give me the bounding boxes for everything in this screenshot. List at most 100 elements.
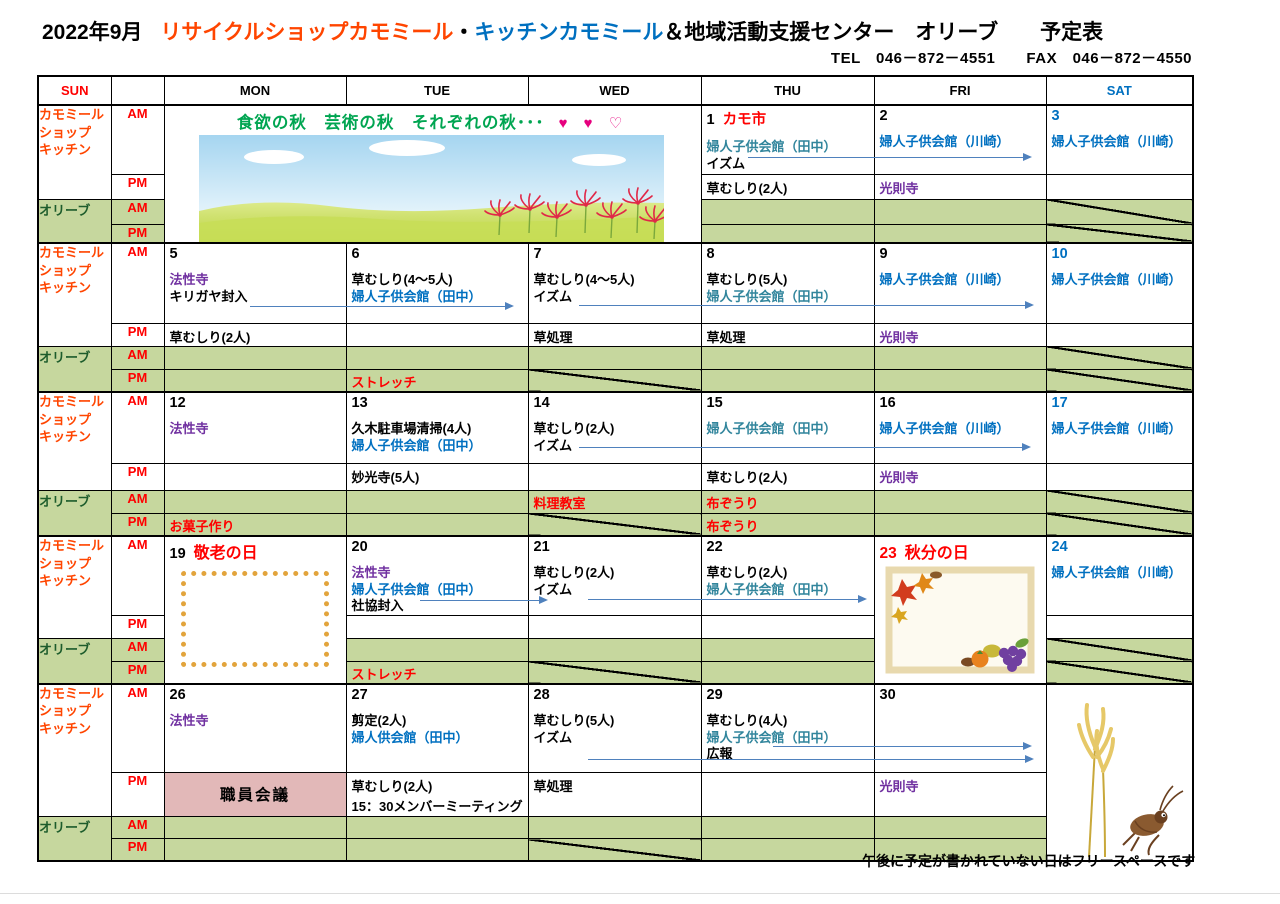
cell-w1-thu-pm: 草むしり(2人) xyxy=(700,173,875,200)
schedule-table: SUN MON TUE WED THU FRI SAT カモミール ショップ キ… xyxy=(37,75,1194,862)
day-number: 22 xyxy=(706,539,723,555)
event-line: 婦人子供会館（田中） xyxy=(351,437,482,453)
day-number: 6 xyxy=(351,246,360,262)
cell-w3-tue-am: 13 久木駐車場清掃(4人) 婦人子供会館（田中） xyxy=(345,391,529,464)
cell-w1-fri-oam xyxy=(873,198,1047,225)
cell-w4-fri-holiday: 23 秋分の日 xyxy=(873,535,1047,685)
cell-w5-mon-am: 26 法性寺 xyxy=(163,682,347,774)
contact-info: TEL 046－872－4551 FAX 046－872－4550 xyxy=(830,50,1192,67)
cell-w5-wed-oam xyxy=(527,816,702,840)
event-line: 婦人子供会館（田中） xyxy=(706,421,837,436)
cell-w4-wed-oam xyxy=(527,637,702,662)
day-holiday-tag: 秋分の日 xyxy=(904,545,969,562)
week4-olive-pm-row: PM ストレッチ xyxy=(38,660,1194,685)
cell-w4-mon-holiday: 19 敬老の日 xyxy=(163,535,347,685)
footer-note: 午後に予定が書かれていない日はフリースペースです xyxy=(862,853,1196,869)
event-line: 婦人子供会館（田中） xyxy=(351,581,482,597)
cricket xyxy=(1121,785,1183,856)
col-header-wed: WED xyxy=(527,75,702,106)
group-label-olive: オリーブ xyxy=(37,816,112,862)
group-label-line: キッチン xyxy=(39,573,92,589)
event-line: 社協封入 xyxy=(351,598,404,614)
cell-w5-wed-opm xyxy=(527,838,702,862)
cell-w5-thu-opm xyxy=(700,838,875,862)
day-holiday-tag: カモ市 xyxy=(722,112,767,128)
title-sep: ・ xyxy=(453,21,475,44)
continuation-arrow xyxy=(579,442,1031,451)
col-header-tue: TUE xyxy=(345,75,529,106)
event-line: 婦人子供会館（川崎） xyxy=(1051,565,1182,580)
day-number: 3 xyxy=(1051,108,1060,124)
event-line: 草むしり(2人) xyxy=(169,329,251,345)
day-number: 19 敬老の日 xyxy=(165,538,345,563)
day-number: 21 xyxy=(533,539,550,555)
continuation-arrow xyxy=(748,152,1032,161)
cell-w2-wed-opm xyxy=(527,368,702,393)
cell-w4-tue-oam xyxy=(345,637,529,662)
cell-w4-sat-am: 24 婦人子供会館（川崎） xyxy=(1045,534,1194,616)
cell-w3-mon-pm xyxy=(163,462,347,491)
event-line: 婦人子供会館（川崎） xyxy=(879,272,1010,287)
ampm-label: PM xyxy=(110,660,165,685)
title-month: 2022年9月 xyxy=(42,21,143,44)
harvest-frame-decoration xyxy=(181,571,329,667)
ampm-label: PM xyxy=(110,614,165,639)
cell-w2-wed-oam xyxy=(527,345,702,370)
week4-olive-am-row: オリーブ AM xyxy=(37,637,1194,685)
week4-pm-row: PM xyxy=(38,614,1194,639)
cell-w1-fri-am: 2 婦人子供会館（川崎） xyxy=(873,104,1047,175)
col-header-fri: FRI xyxy=(873,75,1047,106)
continuation-arrow xyxy=(420,595,548,604)
cell-w3-tue-oam xyxy=(345,489,529,514)
cell-w2-tue-pm xyxy=(345,322,529,347)
group-label-line: カモミール xyxy=(39,245,105,260)
cell-w4-thu-oam xyxy=(700,637,875,662)
event-line: 婦人子供会館（田中） xyxy=(351,288,482,304)
autumn-fruits-frame xyxy=(885,566,1035,674)
cell-w3-sat-am: 17 婦人子供会館（川崎） xyxy=(1045,391,1194,464)
cell-w5-tue-am: 27 剪定(2人) 婦人供会館（田中） xyxy=(345,682,529,774)
cell-w2-tue-oam xyxy=(345,345,529,370)
cell-w1-fri-pm: 光則寺 xyxy=(873,173,1047,200)
event-line: 草むしり(2人) xyxy=(706,565,788,580)
cell-w2-sat-opm xyxy=(1045,368,1194,393)
cell-w5-thu-oam xyxy=(700,816,875,840)
cell-w2-wed-am: 7 草むしり(4～5人) イズム xyxy=(527,242,702,324)
event-line: 料理教室 xyxy=(533,495,586,511)
cell-w2-fri-oam xyxy=(873,345,1047,370)
col-header-thu: THU xyxy=(700,75,875,106)
cell-w3-tue-pm: 妙光寺(5人) xyxy=(345,462,529,491)
event-line: 光則寺 xyxy=(879,469,919,485)
cell-w4-sat-oam xyxy=(1045,637,1194,662)
event-line: 布ぞうり xyxy=(706,495,759,511)
cell-w3-wed-pm xyxy=(527,462,702,491)
cell-w1-sat-pm xyxy=(1045,173,1194,200)
group-label-chamomile: カモミール ショップ キッチン xyxy=(37,104,112,200)
group-label-line: カモミール xyxy=(39,538,105,553)
group-label-chamomile: カモミール ショップ キッチン xyxy=(37,682,112,818)
week2-am-row: カモミール ショップ キッチン AM 5 法性寺 キリガヤ封入 6 草むしり(4… xyxy=(37,242,1194,347)
cell-w1-sat-am: 3 婦人子供会館（川崎） xyxy=(1045,104,1194,175)
cell-w5-fri-oam xyxy=(873,816,1047,840)
continuation-arrow xyxy=(588,754,1034,763)
cell-w5-thu-pm xyxy=(700,772,875,818)
cell-w4-wed-pm xyxy=(527,614,702,639)
cell-w3-fri-am: 16 婦人子供会館（川崎） xyxy=(873,391,1047,464)
day-number: 28 xyxy=(533,686,550,703)
hearts-decoration: ♥ ♥ ♡ xyxy=(558,115,629,132)
cell-w4-tue-am: 20 法性寺 婦人子供会館（田中） 社協封入 xyxy=(345,534,529,616)
week5-olive-am-row: オリーブ AM xyxy=(37,816,1193,862)
cell-w2-thu-oam xyxy=(700,345,875,370)
cell-w3-fri-oam xyxy=(873,489,1047,514)
event-line: 草むしり(2人) xyxy=(533,565,615,580)
event-line: 婦人子供会館（川崎） xyxy=(879,421,1010,436)
ampm-label: PM xyxy=(110,838,165,862)
event-line: 婦人子供会館（川崎） xyxy=(1051,134,1182,149)
cell-w5-sat-illustration xyxy=(1045,682,1194,862)
cell-w5-tue-oam xyxy=(345,816,529,840)
day-number: 23 秋分の日 xyxy=(875,538,1045,563)
event-line: 法性寺 xyxy=(169,272,209,287)
day-number-text: 23 xyxy=(879,545,897,562)
event-line: 草むしり(4人) xyxy=(706,712,788,728)
day-number: 29 xyxy=(706,686,723,703)
